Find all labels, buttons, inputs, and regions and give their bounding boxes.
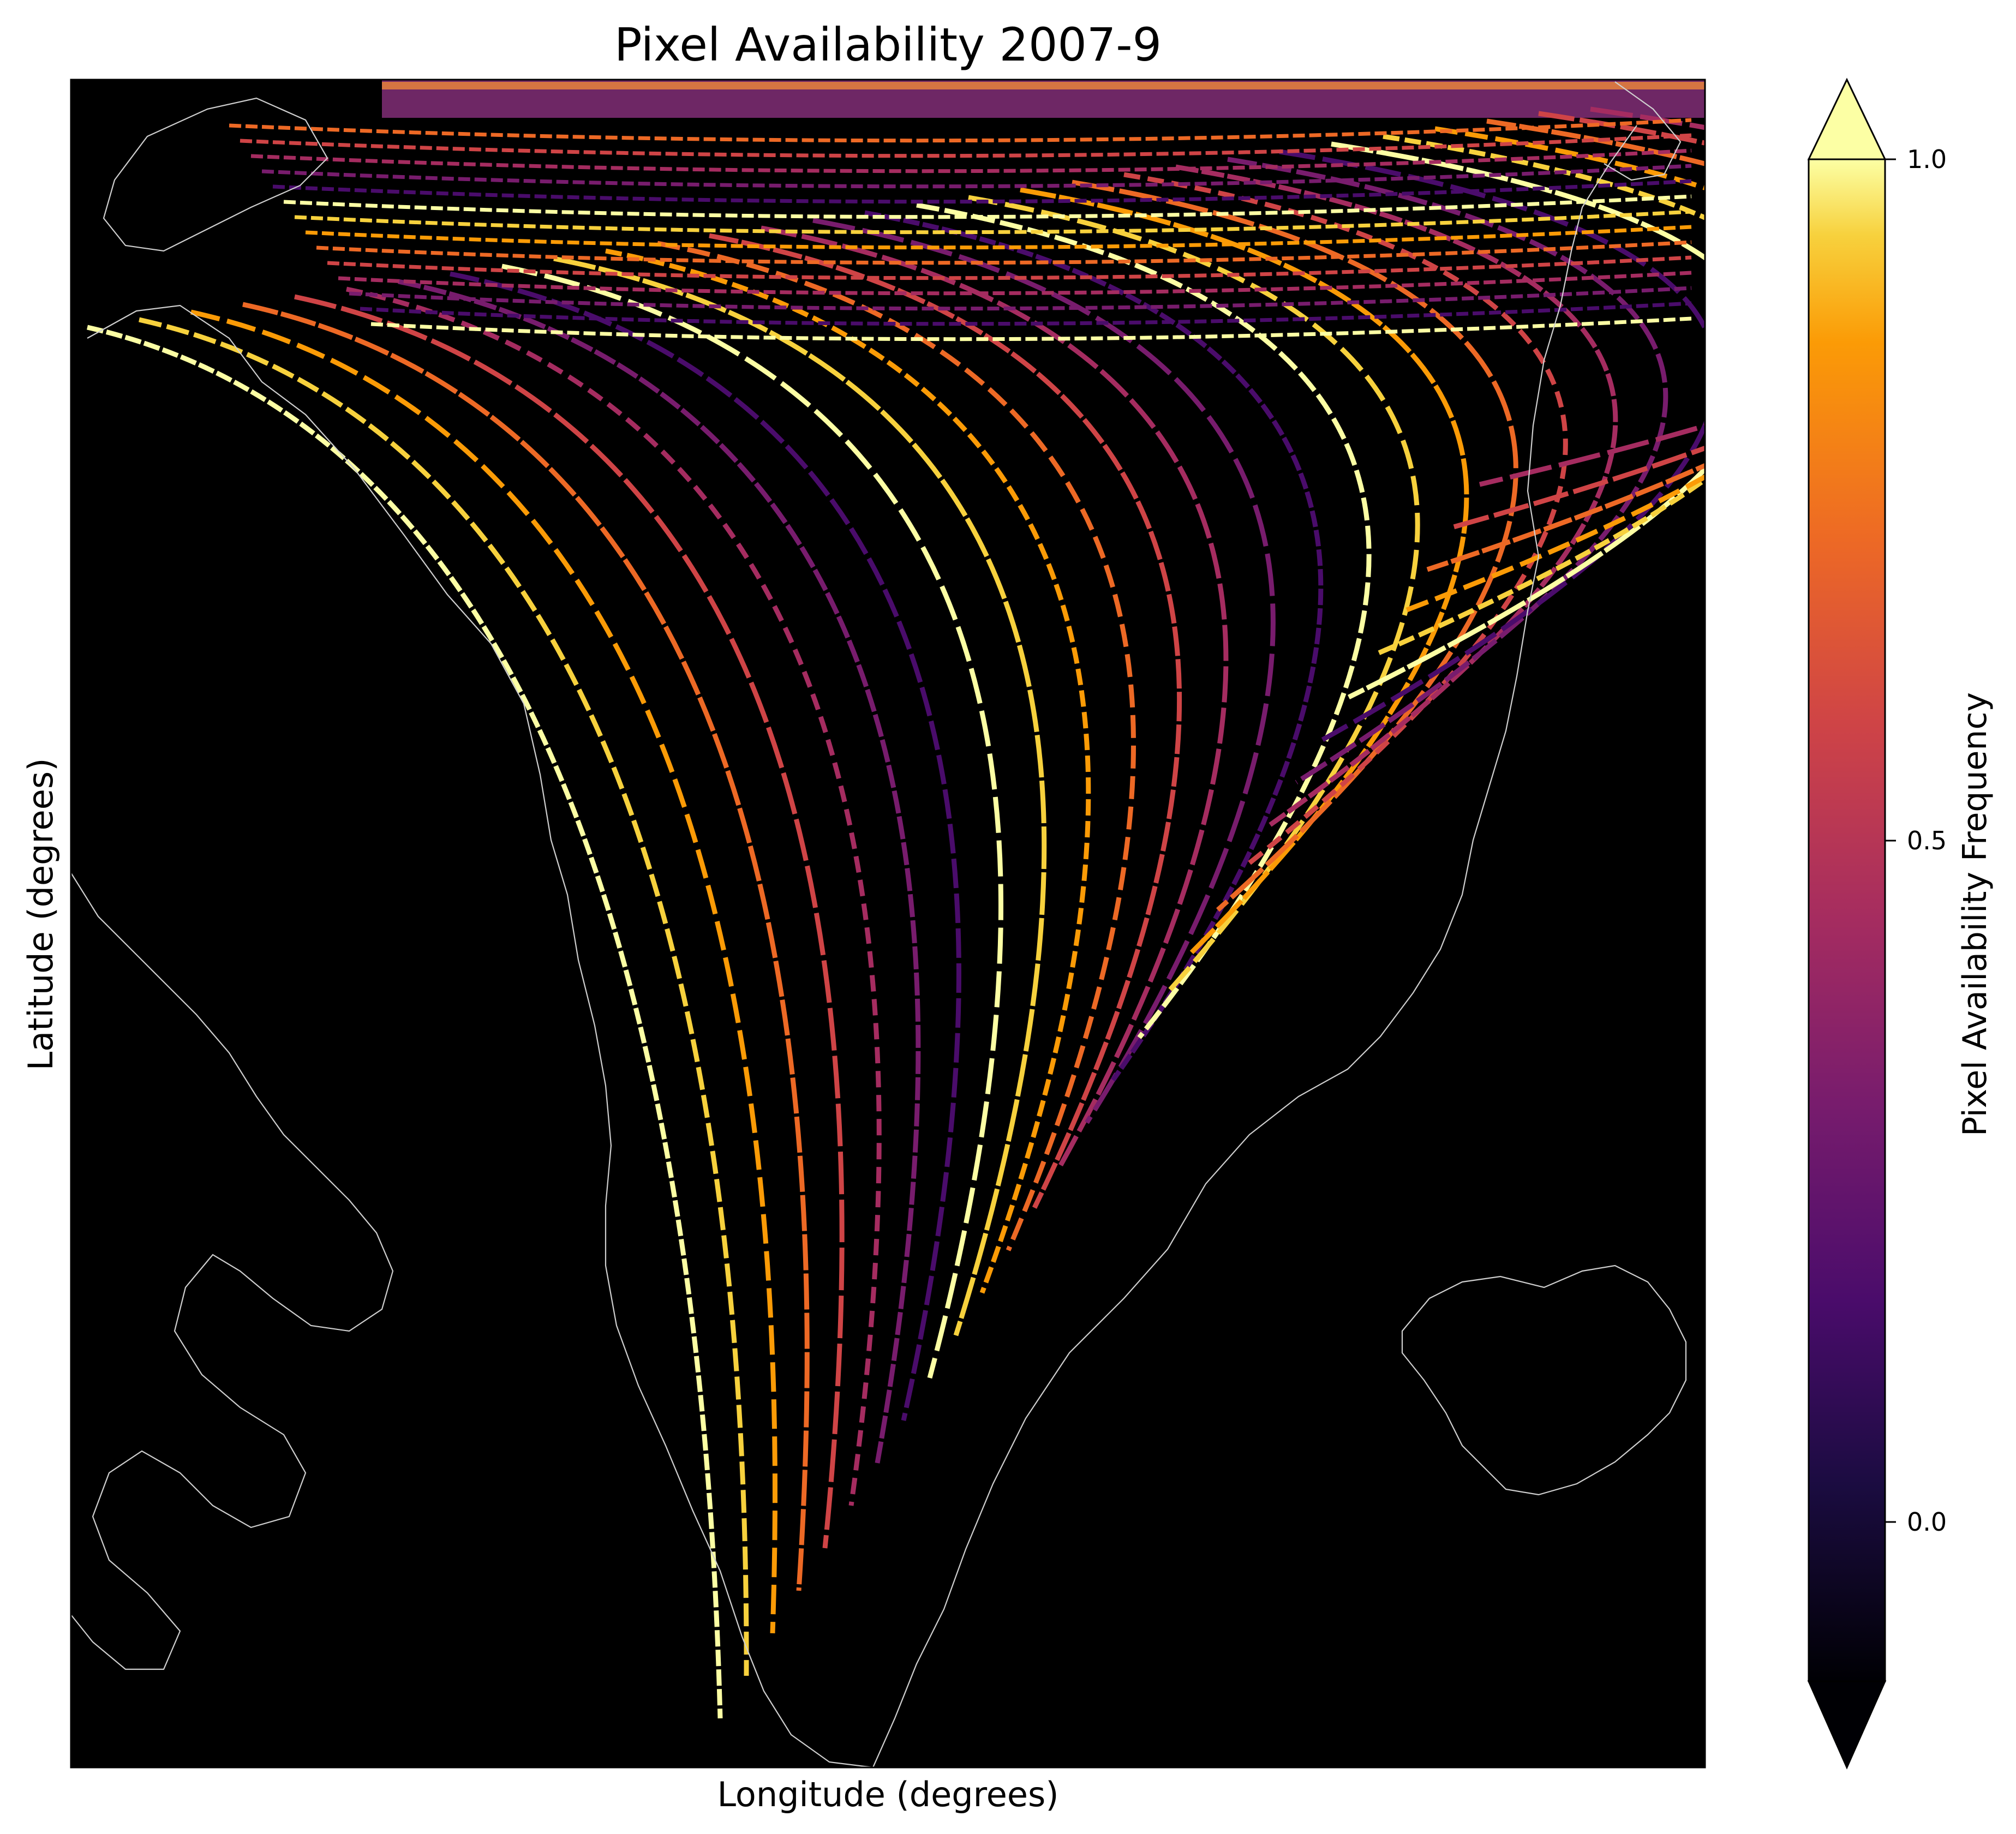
greenland-west-coast <box>87 304 874 1767</box>
colorbar-extend-high <box>1807 77 1887 160</box>
swath-line <box>1279 149 1705 742</box>
swath-line-north <box>240 133 1692 158</box>
swath-line <box>86 325 723 1719</box>
colorbar-label: Pixel Availability Frequency <box>1956 692 1994 1136</box>
svalbard-edge <box>1604 81 1682 181</box>
swath-line <box>242 302 810 1591</box>
swath-line <box>968 195 1420 997</box>
swath-line <box>346 286 882 1506</box>
swath-line <box>450 271 961 1421</box>
colorbar-frame <box>1808 158 1886 1682</box>
swath-line <box>1123 172 1568 870</box>
swath-line <box>657 241 1136 1251</box>
swath-line-north <box>229 118 1692 143</box>
swath-line <box>1400 126 1705 615</box>
swath-line-north <box>360 301 1692 326</box>
swath-line-north <box>338 271 1692 296</box>
swath-line <box>1175 164 1618 827</box>
swath-line <box>1426 118 1705 572</box>
swath-line <box>553 256 1047 1336</box>
swath-line-north <box>370 316 1692 341</box>
map-frame <box>70 79 1706 1769</box>
swath-line-north <box>272 179 1692 204</box>
swath-line-north <box>283 194 1692 219</box>
swath-line-north <box>250 148 1692 173</box>
colorbar-body <box>1809 159 1885 1681</box>
map-title: Pixel Availability 2007-9 <box>614 18 1162 71</box>
swath-line-north <box>261 164 1692 189</box>
swath-line-north <box>294 209 1692 235</box>
colorbar-ticks <box>1885 158 1896 1523</box>
swath-line-north <box>316 240 1692 265</box>
swath-line <box>761 225 1229 1167</box>
canadian-islands-north <box>103 97 328 252</box>
swath-line <box>1227 157 1668 784</box>
coastline-outlines <box>71 81 1687 1767</box>
swath-line <box>1331 141 1705 700</box>
swath-line <box>398 279 921 1464</box>
colorbar-tick-label-1: 0.5 <box>1907 826 1947 855</box>
swath-line <box>709 233 1182 1209</box>
swath-line <box>864 210 1324 1082</box>
colorbar-extend-low <box>1807 1680 1887 1770</box>
colorbar <box>1807 77 1896 1770</box>
x-axis-label: Longitude (degrees) <box>717 1775 1059 1814</box>
swath-line-north <box>327 255 1692 280</box>
swath-line <box>294 294 845 1549</box>
swath-line <box>139 317 749 1676</box>
swath-lines <box>86 106 1705 1719</box>
iceland-outline <box>1401 1264 1687 1496</box>
map-background <box>71 80 1705 1767</box>
greenland-east-coast <box>872 125 1637 1767</box>
swath-line <box>501 263 1003 1379</box>
swath-line <box>605 248 1091 1294</box>
colorbar-tick-label-0: 1.0 <box>1907 145 1947 174</box>
colorbar-tick-label-2: 0.0 <box>1907 1507 1947 1537</box>
top-coverage-band-highlight <box>382 82 1705 89</box>
y-axis-label: Latitude (degrees) <box>21 758 61 1071</box>
swath-line-north <box>305 225 1692 250</box>
swath-line <box>190 309 777 1634</box>
baffin-coast <box>71 872 394 1670</box>
